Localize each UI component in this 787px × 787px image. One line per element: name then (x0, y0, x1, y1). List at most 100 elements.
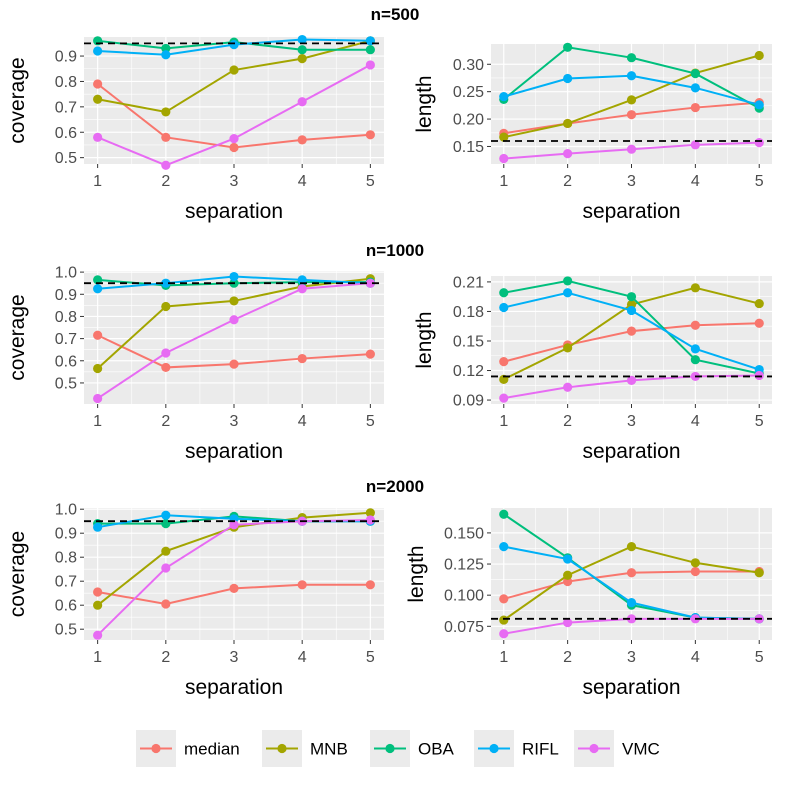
legend-key-point (589, 743, 599, 754)
data-point-vmc (229, 520, 239, 530)
data-point-mnb (690, 558, 700, 568)
data-point-mnb (563, 343, 573, 353)
data-point-median (365, 580, 375, 590)
x-tick-label: 5 (366, 413, 375, 430)
data-point-oba (690, 355, 700, 365)
data-point-vmc (365, 515, 375, 525)
data-point-vmc (93, 393, 103, 404)
data-point-mnb (93, 363, 103, 374)
x-tick-label: 2 (563, 173, 572, 190)
data-point-rifl (499, 302, 509, 313)
data-point-rifl (229, 271, 239, 282)
data-point-vmc (297, 284, 307, 294)
data-point-median (365, 130, 375, 140)
data-point-median (626, 568, 637, 578)
data-point-vmc (754, 370, 764, 381)
data-marks (84, 271, 384, 404)
data-point-vmc (563, 148, 573, 159)
x-tick-label: 5 (366, 649, 375, 666)
data-point-median (161, 362, 171, 373)
x-tick-label: 2 (161, 649, 170, 666)
y-tick-label: 0.5 (55, 150, 77, 167)
chart-panel-2: 0.15 0.20 0.25 0.30 1 2 3 4 5 separation length (413, 42, 772, 223)
series-oba (499, 42, 764, 113)
legend-item-median: median (136, 730, 240, 767)
data-point-mnb (754, 298, 764, 309)
y-tick-label: 0.30 (453, 57, 484, 74)
data-point-vmc (161, 563, 171, 573)
data-point-rifl (161, 278, 171, 288)
legend-item-oba: OBA (370, 730, 455, 767)
data-point-vmc (754, 138, 764, 148)
data-point-vmc (93, 132, 103, 142)
data-point-vmc (229, 134, 239, 144)
data-point-median (161, 599, 171, 609)
y-tick-label: 0.12 (453, 363, 484, 380)
y-tick-label: 0.6 (55, 598, 77, 615)
x-tick-label: 4 (298, 413, 307, 430)
data-point-oba (690, 68, 700, 79)
y-tick-label: 1.0 (55, 502, 77, 519)
legend-label: VMC (622, 740, 660, 759)
x-tick-label: 1 (93, 413, 102, 430)
x-axis-title: separation (185, 440, 283, 463)
series-mnb (499, 542, 764, 625)
data-point-rifl (626, 71, 637, 81)
y-axis-title: length (413, 75, 436, 132)
chart-panel-1: n=500 0.5 0.6 0.7 0.8 0.9 1 2 3 4 5 separation cover… (6, 5, 419, 223)
panel-group-title: n=500 (371, 5, 420, 24)
data-point-median (499, 594, 509, 604)
y-tick-label: 0.5 (55, 375, 77, 392)
grid-lines (84, 508, 384, 640)
data-point-mnb (161, 301, 171, 312)
data-point-rifl (563, 554, 573, 564)
axes: 0.5 0.6 0.7 0.8 0.9 1.0 1 2 3 4 5 (55, 265, 375, 430)
data-point-median (626, 110, 637, 120)
y-tick-label: 0.8 (55, 74, 77, 91)
data-point-rifl (563, 73, 573, 84)
x-tick-label: 4 (298, 649, 307, 666)
x-tick-label: 2 (161, 173, 170, 190)
x-tick-label: 2 (161, 413, 170, 430)
legend-item-mnb: MNB (262, 730, 348, 767)
x-axis-title: separation (582, 440, 680, 463)
data-point-oba (499, 288, 509, 298)
panel-group-title: n=1000 (366, 241, 424, 260)
data-point-median (93, 330, 103, 340)
data-point-median (499, 357, 509, 367)
y-tick-label: 0.20 (453, 112, 484, 129)
data-point-mnb (754, 50, 764, 61)
data-marks (84, 34, 384, 170)
data-point-mnb (297, 53, 307, 64)
data-point-mnb (690, 283, 700, 293)
data-point-median (690, 320, 700, 330)
axes: 0.5 0.6 0.7 0.8 0.9 1 2 3 4 5 (55, 49, 375, 190)
data-point-rifl (161, 50, 171, 60)
data-point-oba (563, 276, 573, 286)
legend-key-point (489, 743, 499, 754)
data-point-rifl (93, 522, 103, 532)
legend-item-vmc: VMC (574, 730, 660, 767)
y-tick-label: 0.7 (55, 331, 77, 348)
data-point-vmc (365, 278, 375, 288)
y-tick-label: 0.9 (55, 287, 77, 304)
series-median (93, 79, 375, 153)
data-point-oba (93, 275, 103, 285)
data-point-vmc (229, 315, 239, 325)
series-vmc (93, 278, 375, 404)
axes: 0.15 0.20 0.25 0.30 1 2 3 4 5 (453, 57, 764, 190)
x-tick-label: 1 (499, 649, 508, 666)
data-point-rifl (690, 83, 700, 93)
y-tick-label: 0.7 (55, 99, 77, 116)
x-tick-label: 1 (499, 173, 508, 190)
legend-key-point (385, 743, 395, 754)
panel-group-title: n=2000 (366, 477, 424, 496)
data-point-vmc (161, 160, 171, 170)
x-tick-label: 1 (499, 413, 508, 430)
x-tick-label: 5 (366, 173, 375, 190)
data-point-mnb (499, 615, 509, 625)
data-point-median (161, 132, 171, 142)
data-marks (84, 508, 384, 640)
legend-label: MNB (310, 740, 348, 759)
data-point-vmc (297, 97, 307, 107)
